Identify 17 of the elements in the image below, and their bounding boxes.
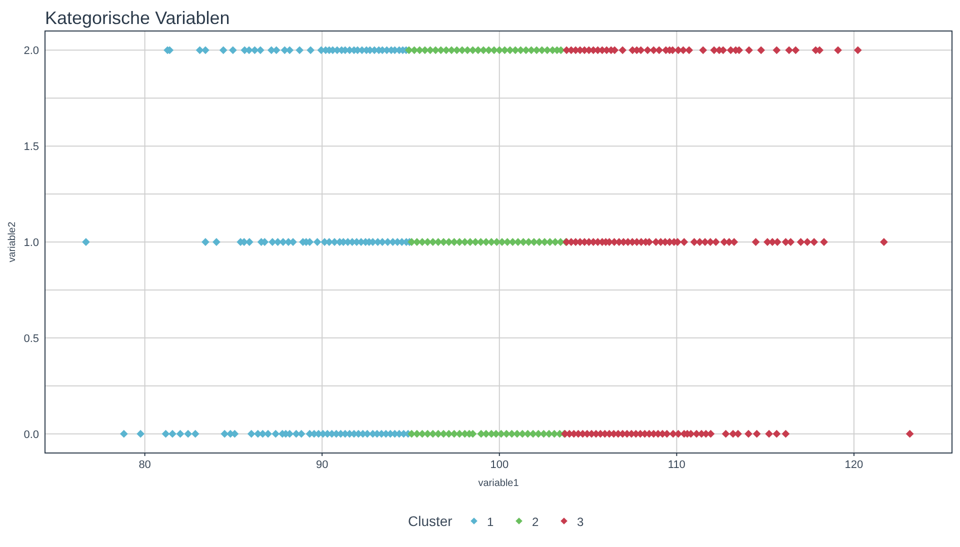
y-axis-title: variable2 [7,221,18,262]
legend-title: Cluster [408,513,453,529]
y-tick-label: 1.0 [24,237,39,249]
y-tick-label: 1.5 [24,141,39,154]
y-tick-label: 0.0 [24,428,39,441]
x-tick-label: 100 [490,459,509,471]
y-tick-label: 2.0 [24,45,39,58]
x-tick-label: 120 [844,459,864,471]
x-tick-label: 80 [138,459,151,471]
legend-label: 3 [577,515,584,529]
legend-label: 2 [532,515,539,529]
y-tick-label: 0.5 [24,332,39,345]
x-axis-title: variable1 [478,478,520,489]
legend-label: 1 [487,515,494,529]
x-tick-label: 90 [316,459,328,471]
chart-title: Kategorische Variablen [45,8,230,28]
x-tick-label: 110 [668,459,686,471]
